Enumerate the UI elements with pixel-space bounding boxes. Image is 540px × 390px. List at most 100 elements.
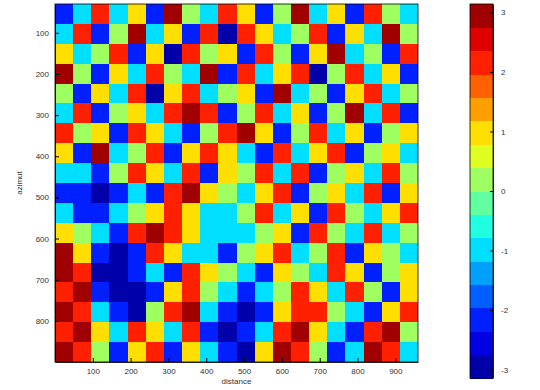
heatmap-cell bbox=[55, 163, 74, 183]
heatmap-cell bbox=[182, 183, 201, 203]
tick: 300 bbox=[162, 358, 176, 376]
heatmap-cell bbox=[255, 103, 274, 123]
tick-label: 3 bbox=[501, 8, 506, 17]
tick: 800 bbox=[36, 317, 59, 326]
colorbar-band bbox=[470, 191, 493, 215]
tick-mark bbox=[55, 321, 59, 322]
tick-label: 500 bbox=[238, 367, 252, 376]
tick: 600 bbox=[36, 235, 59, 244]
heatmap-cell bbox=[200, 342, 219, 362]
heatmap-cell bbox=[273, 342, 292, 362]
tick: 400 bbox=[36, 152, 59, 161]
heatmap-cell bbox=[364, 84, 383, 104]
tick-mark bbox=[168, 358, 169, 362]
heatmap-cell bbox=[327, 342, 346, 362]
heatmap-cell bbox=[273, 103, 292, 123]
tick-mark bbox=[282, 358, 283, 362]
heatmap-cell bbox=[218, 24, 237, 44]
heatmap-cell bbox=[182, 84, 201, 104]
heatmap-cell bbox=[400, 4, 418, 24]
heatmap-cell bbox=[255, 223, 274, 243]
heatmap-cell bbox=[218, 322, 237, 342]
heatmap-cell bbox=[146, 64, 165, 84]
heatmap-cell bbox=[91, 123, 110, 143]
heatmap-cell bbox=[55, 282, 74, 302]
heatmap-cell bbox=[237, 4, 256, 24]
heatmap-cell bbox=[309, 203, 328, 223]
heatmap-cell bbox=[255, 183, 274, 203]
heatmap-cell bbox=[146, 183, 165, 203]
heatmap-cell bbox=[237, 44, 256, 64]
heatmap-cell bbox=[146, 44, 165, 64]
chart: 1002003004005006007008009001002003004005… bbox=[0, 0, 540, 390]
heatmap-cell bbox=[218, 4, 237, 24]
heatmap-cell bbox=[109, 123, 128, 143]
heatmap-cell bbox=[364, 342, 383, 362]
heatmap-cell bbox=[345, 322, 364, 342]
colorbar-band bbox=[470, 74, 493, 98]
heatmap-cell bbox=[291, 203, 310, 223]
heatmap-cell bbox=[291, 163, 310, 183]
tick-label: 700 bbox=[314, 367, 328, 376]
heatmap-cell bbox=[164, 4, 183, 24]
heatmap-cell bbox=[91, 203, 110, 223]
heatmap-cell bbox=[345, 183, 364, 203]
heatmap-cell bbox=[146, 322, 165, 342]
heatmap-cell bbox=[327, 84, 346, 104]
tick-mark bbox=[395, 358, 396, 362]
heatmap-cell bbox=[400, 84, 418, 104]
heatmap-cell bbox=[182, 342, 201, 362]
heatmap-cell bbox=[73, 24, 92, 44]
heatmap-cell bbox=[128, 64, 147, 84]
colorbar-band bbox=[470, 285, 493, 309]
colorbar-axis: -3-2-10123 bbox=[490, 5, 509, 379]
heatmap-cell bbox=[91, 223, 110, 243]
heatmap-cell bbox=[128, 223, 147, 243]
heatmap-cell bbox=[73, 203, 92, 223]
heatmap-cell bbox=[382, 183, 401, 203]
heatmap-cell bbox=[237, 163, 256, 183]
colorbar bbox=[470, 4, 493, 379]
heatmap-cell bbox=[382, 223, 401, 243]
heatmap-cell bbox=[73, 143, 92, 163]
heatmap-cell bbox=[255, 282, 274, 302]
tick-label: 900 bbox=[389, 367, 403, 376]
axis-line bbox=[493, 5, 494, 379]
heatmap-cell bbox=[309, 342, 328, 362]
heatmap-cell bbox=[218, 44, 237, 64]
heatmap-cell bbox=[182, 263, 201, 283]
tick-label: 0 bbox=[501, 187, 506, 196]
heatmap-cell bbox=[309, 44, 328, 64]
heatmap-cell bbox=[309, 84, 328, 104]
heatmap-cell bbox=[237, 64, 256, 84]
heatmap-cell bbox=[55, 4, 74, 24]
heatmap-cell bbox=[218, 123, 237, 143]
heatmap-cell bbox=[55, 342, 74, 362]
heatmap-cell bbox=[273, 84, 292, 104]
tick: 0 bbox=[490, 187, 506, 196]
tick: 500 bbox=[36, 193, 59, 202]
heatmap-cell bbox=[200, 143, 219, 163]
heatmap-cell bbox=[128, 203, 147, 223]
tick-label: 600 bbox=[276, 367, 290, 376]
heatmap-cell bbox=[218, 183, 237, 203]
x-axis-title: distance bbox=[222, 377, 252, 386]
tick-mark bbox=[244, 358, 245, 362]
heatmap-cell bbox=[55, 223, 74, 243]
heatmap-cell bbox=[218, 163, 237, 183]
heatmap-cell bbox=[200, 24, 219, 44]
axis-line bbox=[56, 362, 419, 363]
tick: 700 bbox=[36, 276, 59, 285]
heatmap-cell bbox=[255, 123, 274, 143]
heatmap-cells bbox=[55, 4, 418, 362]
heatmap-cell bbox=[128, 342, 147, 362]
heatmap-cell bbox=[55, 103, 74, 123]
heatmap-cell bbox=[273, 143, 292, 163]
heatmap-cell bbox=[237, 223, 256, 243]
heatmap-cell bbox=[382, 84, 401, 104]
heatmap-cell bbox=[364, 203, 383, 223]
heatmap-cell bbox=[382, 322, 401, 342]
tick-mark bbox=[55, 197, 59, 198]
heatmap-cell bbox=[218, 103, 237, 123]
heatmap-cell bbox=[382, 163, 401, 183]
